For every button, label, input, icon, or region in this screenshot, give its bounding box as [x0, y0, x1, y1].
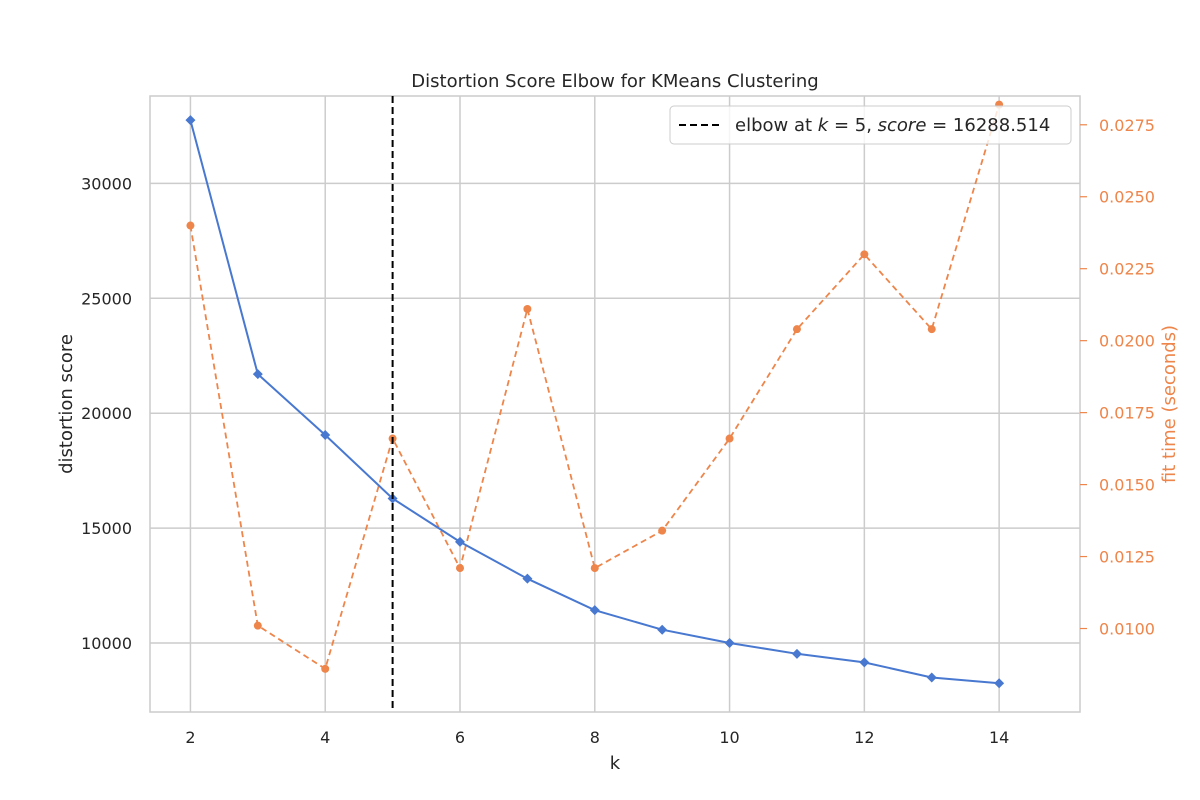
y-axis-label: distortion score	[56, 334, 77, 474]
legend-prefix: elbow at	[735, 115, 818, 136]
distortion-point	[589, 605, 600, 616]
fit-time-point	[321, 664, 330, 673]
legend-score-eq: = 16288.514	[926, 115, 1050, 136]
y2-tick-label: 0.0100	[1099, 620, 1155, 639]
y2-axis-label: fit time (seconds)	[1159, 325, 1180, 483]
distortion-point	[320, 430, 331, 441]
y-tick-label: 25000	[81, 289, 132, 308]
distortion-point	[252, 369, 263, 380]
x-tick-label: 6	[455, 728, 465, 747]
plot-frame	[149, 95, 1081, 713]
legend: elbow at k = 5, score = 16288.514	[669, 105, 1072, 145]
y2-tick-label: 0.0225	[1099, 260, 1155, 279]
distortion-point	[994, 678, 1005, 689]
fit-time-point	[456, 564, 464, 573]
x-tick-label: 8	[590, 728, 600, 747]
x-tick-label: 14	[989, 728, 1009, 747]
fit-time-point	[590, 564, 599, 573]
fit-time-point	[253, 621, 262, 630]
series-layer	[185, 100, 1005, 689]
grid-lines	[150, 96, 1080, 712]
distortion-point	[859, 657, 870, 668]
fit-time-point	[186, 221, 195, 230]
y-tick-label: 10000	[81, 634, 132, 653]
fit-time-point	[792, 325, 801, 334]
y2-tick-label: 0.0200	[1099, 332, 1155, 351]
x-tick-label: 12	[854, 728, 874, 747]
distortion-point	[926, 672, 937, 683]
legend-k-eq: = 5,	[828, 115, 877, 136]
fit-time-point	[927, 325, 936, 334]
legend-elbow-label: elbow at k = 5, score = 16288.514	[735, 115, 1050, 136]
y2-tick-label: 0.0175	[1099, 404, 1155, 423]
y2-tick-label: 0.0250	[1099, 188, 1155, 207]
distortion-point	[455, 536, 465, 547]
chart-title: Distortion Score Elbow for KMeans Cluste…	[411, 71, 818, 92]
y-tick-label: 20000	[81, 404, 132, 423]
legend-box	[669, 105, 1072, 145]
x-tick-label: 4	[320, 728, 330, 747]
fit-time-point	[658, 526, 667, 535]
tick-labels: 2 4 6 8 10 12 14 10000 15000 20000 25000 30000 0.010…	[81, 116, 1155, 747]
distortion-point	[185, 115, 196, 126]
distortion-point	[724, 638, 735, 649]
legend-k-symbol: k	[818, 115, 830, 136]
x-tick-label: 10	[719, 728, 739, 747]
y2-tick-label: 0.0275	[1099, 116, 1155, 135]
y-tick-label: 15000	[81, 519, 132, 538]
distortion-point	[522, 573, 533, 584]
fit-time-point	[523, 305, 532, 314]
distortion-point	[791, 648, 802, 659]
distortion-point	[657, 624, 668, 635]
y2-tick-label: 0.0150	[1099, 476, 1155, 495]
x-axis-label: k	[610, 753, 621, 774]
y-tick-label: 30000	[81, 174, 132, 193]
fit-time-point	[725, 434, 734, 443]
y2-tick-label: 0.0125	[1099, 548, 1155, 567]
legend-score-symbol: score	[878, 115, 927, 136]
x-tick-label: 2	[185, 728, 195, 747]
fit-time-point	[860, 250, 869, 259]
